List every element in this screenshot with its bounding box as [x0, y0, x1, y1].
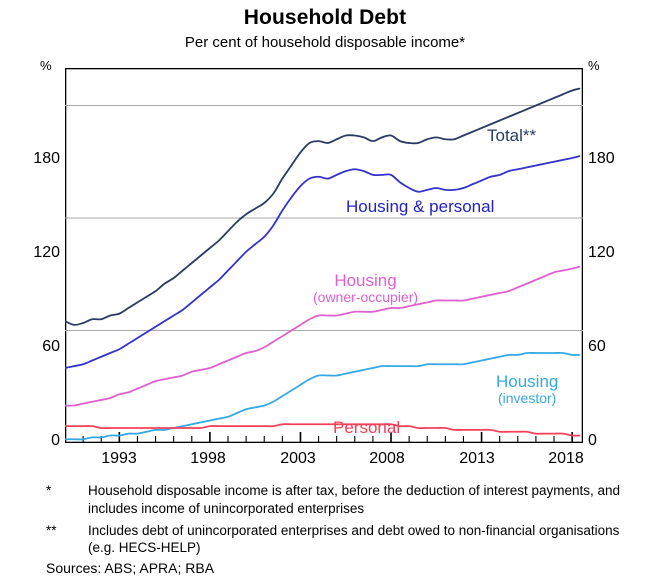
- x-tick-label-1998: 1998: [190, 450, 226, 467]
- series-line: [65, 351, 581, 441]
- series-line: [65, 423, 581, 437]
- annotation-housing-inv-line1: Housing: [496, 372, 559, 391]
- x-tick-label-2003: 2003: [280, 450, 316, 467]
- x-tick-label-2018: 2018: [548, 450, 584, 467]
- annotation-personal: Personal: [333, 418, 401, 437]
- annotation-housing-oo-line1: Housing: [334, 271, 397, 290]
- annotation-housing-owner-occupier: Housing (owner-occupier): [313, 271, 419, 306]
- y-tick-label-120-right: 120: [588, 244, 615, 261]
- annotation-housing-inv-line2: (investor): [498, 390, 557, 407]
- x-tick-marks: [82, 432, 573, 443]
- y-tick-label-0-right: 0: [588, 432, 597, 449]
- series-lines: [65, 87, 581, 441]
- series-line: [65, 87, 581, 326]
- footnote-row: * Household disposable income is after t…: [46, 482, 636, 518]
- annotation-total: Total**: [487, 126, 537, 145]
- annotation-housing-personal: Housing & personal: [346, 197, 495, 216]
- gridlines: [65, 105, 583, 331]
- plot-svg: [65, 68, 583, 443]
- footnote-mark: *: [46, 483, 52, 498]
- chart-title: Household Debt: [243, 6, 407, 29]
- plot-frame: [65, 68, 583, 443]
- y-tick-label-60-left: 60: [42, 338, 60, 355]
- y-tick-label-180-right: 180: [588, 150, 615, 167]
- series-line: [65, 155, 581, 369]
- annotation-housing-oo-line2: (owner-occupier): [313, 289, 419, 306]
- x-tick-label-1993: 1993: [101, 450, 137, 467]
- footnote-text: Household disposable income is after tax…: [88, 483, 621, 516]
- series-line: [65, 265, 581, 407]
- plot-area: [65, 68, 583, 443]
- footnotes: * Household disposable income is after t…: [46, 482, 636, 561]
- chart-subtitle: Per cent of household disposable income*: [184, 34, 466, 51]
- x-tick-label-2008: 2008: [369, 450, 405, 467]
- y-tick-label-60-right: 60: [588, 338, 606, 355]
- y-axis-unit-left: %: [40, 58, 52, 73]
- annotation-housing-investor: Housing (investor): [496, 372, 559, 407]
- y-axis-unit-right: %: [588, 58, 600, 73]
- footnote-text: Includes debt of unincorporated enterpri…: [88, 522, 620, 556]
- footnote-mark: **: [46, 522, 57, 538]
- y-tick-label-0-left: 0: [51, 432, 60, 449]
- footnote-row: ** Includes debt of unincorporated enter…: [46, 522, 636, 558]
- y-tick-label-180-left: 180: [33, 150, 60, 167]
- x-tick-label-2013: 2013: [459, 450, 495, 467]
- sources-line: Sources: ABS; APRA; RBA: [46, 560, 215, 576]
- y-tick-label-120-left: 120: [33, 244, 60, 261]
